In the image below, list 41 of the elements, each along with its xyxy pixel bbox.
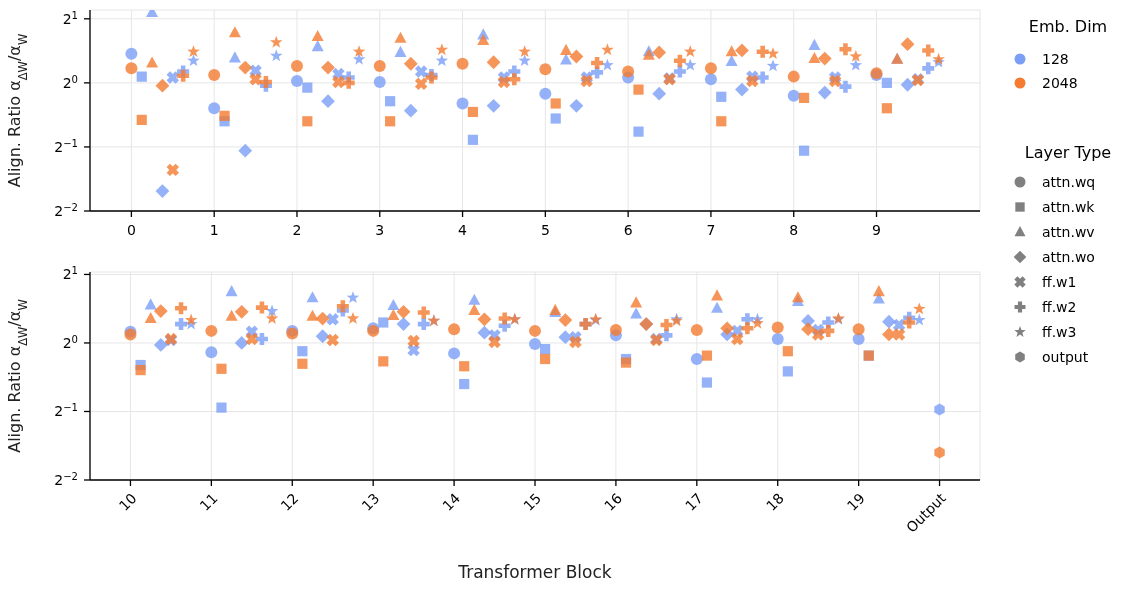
- x-tick-label: 9: [872, 222, 881, 238]
- y-tick-label: 2$^{−1}$: [54, 137, 78, 155]
- legend-label: attn.wv: [1042, 224, 1095, 240]
- x-tick-label: 17: [682, 489, 707, 514]
- y-tick-label: 2$^{0}$: [62, 333, 78, 351]
- x-tick-label: 8: [789, 222, 799, 238]
- legend-label: 2048: [1042, 75, 1078, 91]
- y-tick-label: 2$^{−2}$: [54, 201, 78, 219]
- x-tick-label: 6: [623, 222, 633, 238]
- x-tick-label: 3: [375, 222, 385, 238]
- legend-label: ff.w3: [1042, 324, 1077, 340]
- y-tick-label: 2$^{−1}$: [54, 401, 78, 420]
- x-tick-label: 16: [601, 489, 626, 514]
- x-tick-label: 18: [763, 489, 787, 514]
- y-tick-label: 2$^{0}$: [62, 73, 78, 91]
- y-tick-label: 2$^{−2}$: [54, 470, 78, 488]
- x-tick-label: 13: [358, 489, 383, 514]
- y-tick-label: 2$^{1}$: [62, 264, 78, 283]
- x-tick-label: 4: [458, 222, 468, 238]
- legend-label: attn.wk: [1042, 199, 1096, 215]
- x-tick-label: 14: [439, 489, 464, 514]
- x-tick-label: 1: [209, 222, 219, 238]
- legend-label: ff.w2: [1042, 299, 1077, 315]
- legend-label: 128: [1042, 51, 1069, 67]
- x-tick-label: 19: [843, 489, 868, 514]
- legend-label: attn.wo: [1042, 249, 1095, 265]
- legend-label: output: [1042, 349, 1089, 365]
- x-tick-label: 15: [520, 489, 545, 514]
- text: Emb. Dim: [1028, 17, 1108, 36]
- legend-label: ff.w1: [1042, 274, 1077, 290]
- x-tick-label: 11: [196, 489, 221, 514]
- x-tick-label: 5: [540, 222, 550, 238]
- x-tick-label: 0: [126, 222, 136, 238]
- x-tick-label: 12: [277, 489, 302, 514]
- x-tick-label: 2: [292, 222, 302, 238]
- x-tick-label: 10: [115, 489, 140, 514]
- x-axis-title: Transformer Block: [457, 562, 612, 582]
- legend-label: attn.wq: [1042, 174, 1096, 190]
- y-tick-label: 2$^{1}$: [62, 9, 78, 27]
- text: Layer Type: [1024, 143, 1112, 162]
- x-tick-label: 7: [706, 222, 716, 238]
